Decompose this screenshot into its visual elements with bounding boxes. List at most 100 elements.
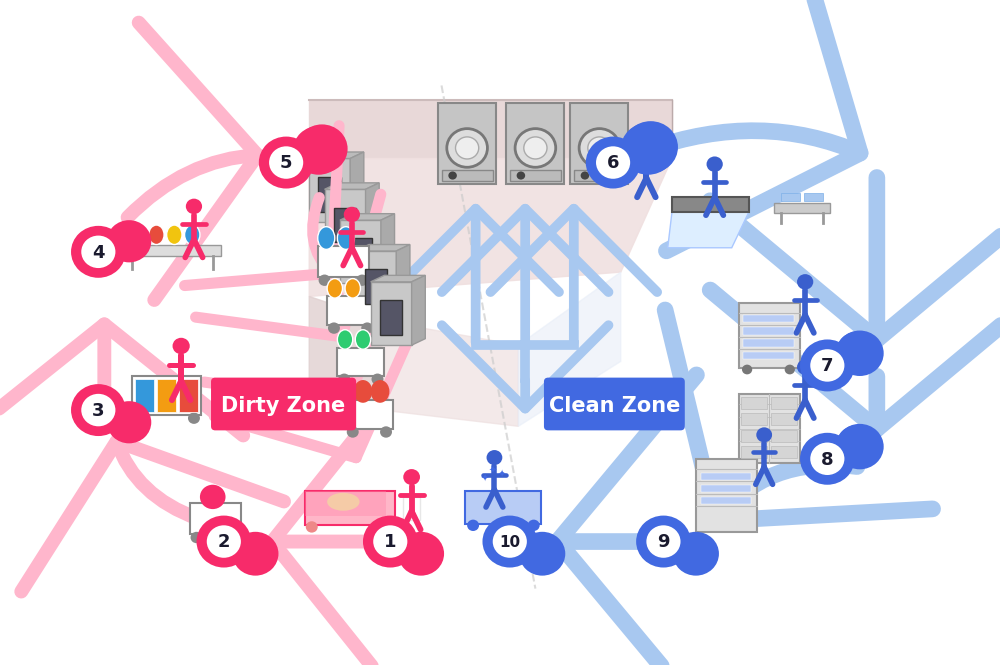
Circle shape: [586, 136, 640, 188]
Polygon shape: [340, 213, 395, 220]
Circle shape: [579, 128, 620, 168]
Circle shape: [403, 469, 420, 485]
Bar: [157, 379, 176, 412]
Ellipse shape: [185, 225, 200, 245]
FancyBboxPatch shape: [211, 378, 356, 430]
Bar: [741, 430, 767, 442]
Circle shape: [797, 359, 813, 375]
Circle shape: [107, 401, 151, 444]
Circle shape: [756, 428, 772, 442]
Circle shape: [810, 349, 844, 382]
Circle shape: [797, 274, 813, 289]
Circle shape: [191, 532, 202, 543]
Bar: [346, 400, 393, 429]
Bar: [510, 170, 561, 182]
Polygon shape: [371, 282, 412, 345]
FancyBboxPatch shape: [544, 378, 685, 430]
Bar: [327, 297, 374, 325]
Bar: [701, 485, 751, 492]
Circle shape: [200, 485, 226, 509]
Circle shape: [785, 364, 795, 374]
Circle shape: [800, 433, 855, 485]
Bar: [701, 497, 751, 504]
Bar: [739, 303, 800, 368]
Circle shape: [448, 172, 457, 180]
Circle shape: [133, 412, 145, 424]
Bar: [132, 376, 201, 415]
Text: 6: 6: [607, 154, 619, 172]
Text: 8: 8: [821, 451, 834, 469]
Text: ⊕: ⊕: [688, 544, 704, 563]
Bar: [305, 491, 395, 525]
Text: ✦: ✦: [489, 466, 497, 476]
Circle shape: [188, 412, 200, 424]
Text: 5: 5: [280, 154, 292, 172]
Circle shape: [259, 136, 313, 188]
Bar: [365, 269, 387, 304]
Bar: [135, 379, 154, 412]
Text: 10: 10: [499, 535, 520, 550]
Circle shape: [197, 515, 251, 567]
Circle shape: [810, 442, 844, 475]
Circle shape: [73, 386, 124, 434]
Text: ⊕: ⊕: [121, 232, 137, 251]
Circle shape: [802, 341, 853, 390]
Circle shape: [809, 348, 846, 383]
Circle shape: [515, 128, 556, 168]
Bar: [743, 315, 794, 323]
Ellipse shape: [167, 225, 182, 245]
Text: ⊕: ⊕: [413, 544, 429, 563]
Circle shape: [588, 137, 611, 159]
Circle shape: [198, 517, 249, 566]
Bar: [741, 414, 767, 426]
Text: Dirty Zone: Dirty Zone: [221, 396, 346, 416]
Bar: [781, 193, 800, 201]
Text: 8: 8: [821, 451, 834, 469]
Circle shape: [232, 532, 278, 576]
Circle shape: [261, 138, 312, 187]
Circle shape: [382, 521, 394, 533]
Ellipse shape: [327, 279, 342, 298]
Circle shape: [401, 534, 442, 573]
Circle shape: [493, 525, 527, 558]
Bar: [741, 446, 767, 458]
Text: 4: 4: [92, 243, 105, 261]
Circle shape: [623, 121, 678, 173]
Polygon shape: [309, 297, 382, 410]
Polygon shape: [309, 158, 350, 222]
Circle shape: [81, 235, 115, 268]
Circle shape: [267, 145, 305, 180]
Circle shape: [467, 519, 479, 531]
Polygon shape: [668, 212, 749, 248]
Bar: [442, 170, 493, 182]
Polygon shape: [325, 190, 366, 253]
Circle shape: [107, 220, 151, 263]
Text: 7: 7: [821, 357, 834, 375]
Circle shape: [621, 123, 675, 175]
Bar: [465, 491, 541, 524]
Ellipse shape: [131, 225, 146, 245]
Circle shape: [80, 392, 117, 428]
Bar: [574, 170, 625, 182]
Bar: [337, 348, 384, 376]
Circle shape: [228, 532, 240, 543]
Circle shape: [372, 374, 383, 385]
Circle shape: [173, 338, 190, 354]
Circle shape: [380, 426, 392, 438]
Text: 1: 1: [384, 533, 397, 551]
Circle shape: [81, 394, 115, 426]
Ellipse shape: [318, 227, 335, 249]
Ellipse shape: [371, 380, 389, 403]
Text: Clean Zone: Clean Zone: [549, 396, 680, 416]
Circle shape: [73, 227, 124, 276]
Circle shape: [645, 524, 682, 559]
Text: ⊕: ⊕: [852, 437, 868, 456]
Bar: [696, 459, 757, 532]
Text: ⊕: ⊕: [852, 344, 868, 363]
Circle shape: [456, 137, 479, 159]
Circle shape: [484, 517, 535, 566]
Polygon shape: [371, 275, 425, 282]
Text: 2: 2: [218, 533, 230, 551]
Bar: [349, 239, 372, 273]
Text: 6: 6: [607, 154, 619, 172]
